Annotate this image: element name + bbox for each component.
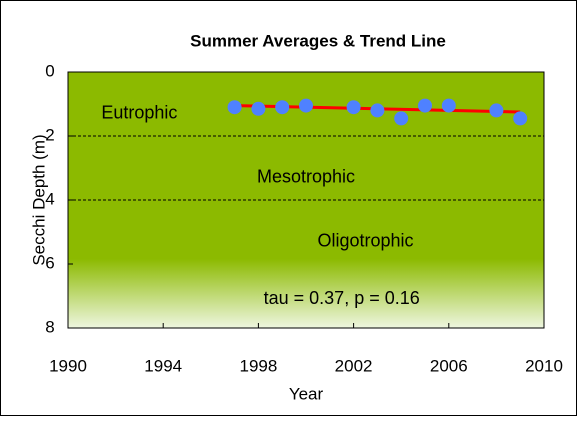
x-tick-label: 1994 [144, 356, 182, 375]
y-tick-label: 6 [45, 253, 54, 272]
point [299, 98, 313, 113]
x-tick-label: 2010 [525, 356, 563, 375]
point [513, 111, 528, 126]
point [394, 111, 409, 126]
y-tick-label: 4 [45, 189, 54, 208]
y-tick-label: 8 [45, 317, 54, 336]
x-tick-label: 1998 [239, 356, 277, 375]
y-tick-label: 2 [45, 125, 54, 144]
x-tick-label: 1990 [49, 356, 87, 375]
x-axis-label: Year [289, 384, 324, 403]
point [251, 101, 266, 116]
point [346, 100, 361, 115]
point [370, 103, 385, 118]
y-axis-label: Secchi Depth (m) [29, 134, 48, 265]
y-tick-label: 0 [45, 61, 54, 80]
point [227, 100, 242, 115]
annotation: tau = 0.37, p = 0.16 [264, 288, 420, 308]
zone-label: Eutrophic [101, 102, 177, 122]
x-tick-label: 2006 [430, 356, 468, 375]
x-tick-label: 2002 [335, 356, 373, 375]
point [441, 98, 456, 113]
zone-label: Mesotrophic [257, 166, 355, 186]
point [418, 98, 432, 113]
point [275, 100, 290, 115]
chart-title: Summer Averages & Trend Line [190, 31, 446, 50]
zone-label: Oligotrophic [317, 230, 413, 250]
point [489, 103, 504, 118]
